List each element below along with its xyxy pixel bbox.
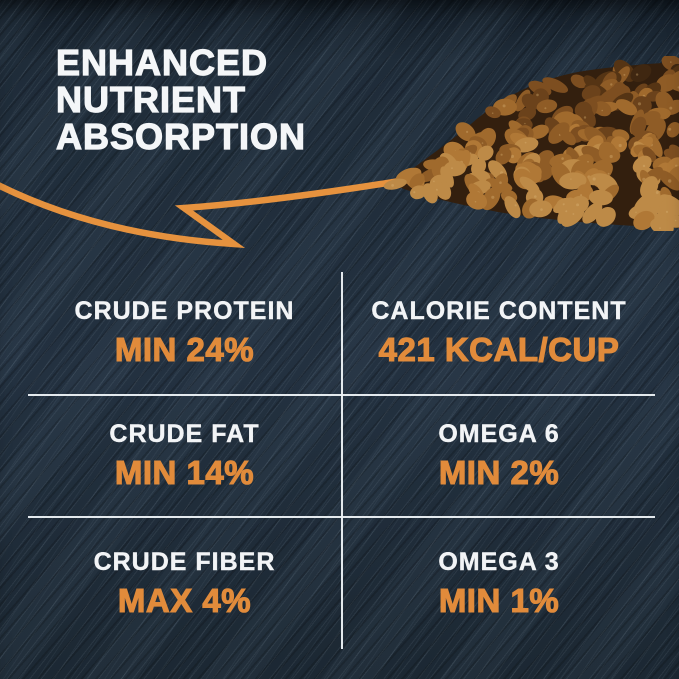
divider-horizontal-2 [28, 516, 655, 518]
nutrition-cell-omega-3: OMEGA 3 MIN 1% [343, 518, 655, 649]
nutrient-value: MIN 24% [114, 330, 255, 368]
nutrient-value: MAX 4% [117, 581, 252, 619]
divider-vertical [341, 272, 343, 649]
nutrition-cell-crude-protein: CRUDE PROTEIN MIN 24% [28, 272, 341, 394]
nutrient-label: OMEGA 3 [438, 547, 560, 576]
nutrient-value: MIN 1% [438, 581, 560, 619]
headline-line-3: ABSORPTION [55, 116, 307, 157]
nutrition-grid: CRUDE PROTEIN MIN 24% CALORIE CONTENT 42… [28, 272, 655, 649]
nutrient-value: MIN 2% [438, 453, 560, 491]
nutrient-value: 421 KCAL/CUP [378, 330, 620, 368]
kibble-pile-image [383, 56, 679, 231]
divider-horizontal-1 [28, 394, 655, 396]
nutrition-cell-crude-fiber: CRUDE FIBER MAX 4% [28, 518, 341, 649]
nutrient-label: CRUDE PROTEIN [74, 297, 295, 325]
nutrition-cell-calorie-content: CALORIE CONTENT 421 KCAL/CUP [343, 272, 655, 394]
nutrient-label: CRUDE FAT [109, 420, 260, 448]
nutrient-label: CRUDE FIBER [93, 547, 276, 576]
headline-line-1: ENHANCED [55, 42, 269, 83]
nutrition-cell-omega-6: OMEGA 6 MIN 2% [343, 396, 655, 516]
nutrient-label: CALORIE CONTENT [371, 297, 627, 325]
nutrient-label: OMEGA 6 [438, 420, 560, 448]
headline-line-2: NUTRIENT [55, 79, 246, 120]
headline: ENHANCED NUTRIENT ABSORPTION [55, 42, 307, 157]
nutrition-cell-crude-fat: CRUDE FAT MIN 14% [28, 396, 341, 516]
nutrient-value: MIN 14% [114, 453, 255, 491]
